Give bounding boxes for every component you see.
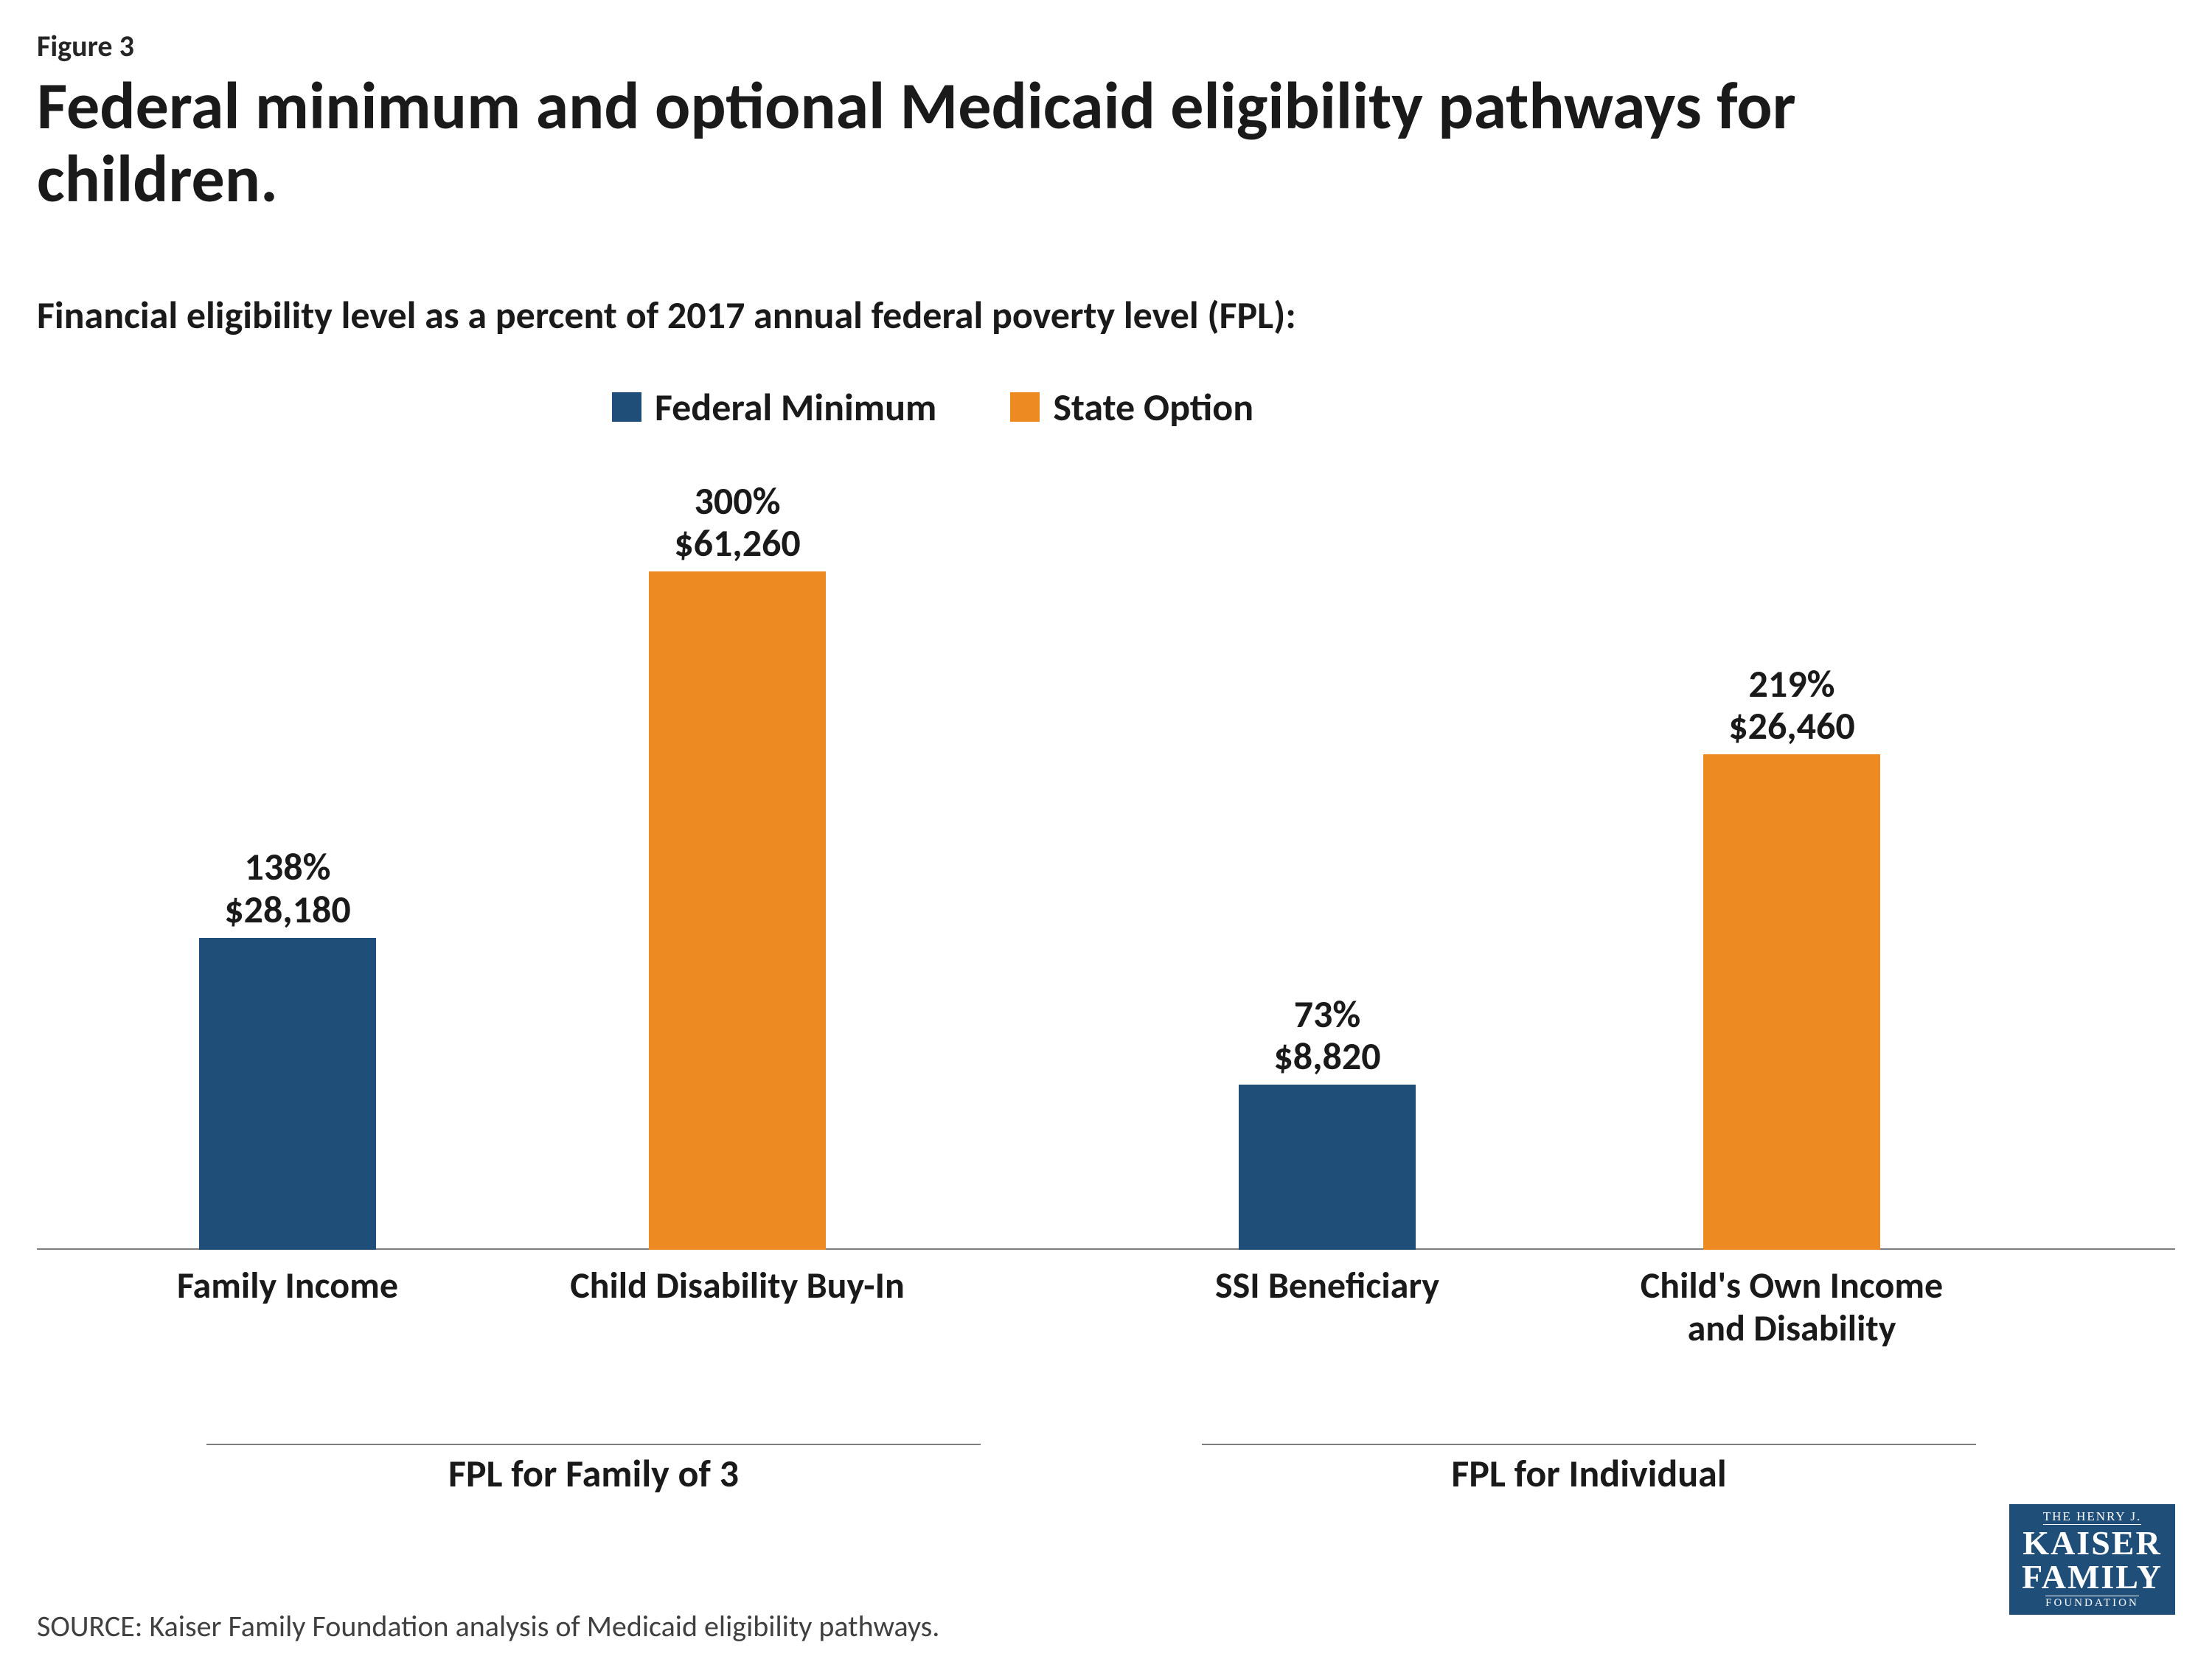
bar: 219%$26,460 [1703, 754, 1880, 1250]
chart-subtitle: Financial eligibility level as a percent… [37, 291, 1296, 338]
group-divider-line [206, 1444, 981, 1445]
bar-category-label: Family Income [177, 1265, 398, 1307]
group-label: FPL for Family of 3 [206, 1450, 981, 1497]
legend-swatch [612, 392, 641, 422]
legend-label: Federal Minimum [655, 383, 936, 431]
bar-category-label: SSI Beneficiary [1215, 1265, 1439, 1307]
logo-text-main: FAMILY [2022, 1560, 2163, 1594]
logo-text-top: THE HENRY J. [2043, 1510, 2141, 1525]
bar-chart: 138%$28,180 Family Income 300%$61,260 Child… [37, 465, 2175, 1349]
bar: 73%$8,820 [1239, 1085, 1416, 1250]
legend-label: State Option [1053, 383, 1253, 431]
bar: 300%$61,260 [649, 571, 826, 1250]
bar-value-label: 300%$61,260 [674, 480, 801, 564]
figure-number: Figure 3 [37, 28, 134, 64]
logo-text-main: KAISER [2023, 1526, 2161, 1560]
kff-logo: THE HENRY J. KAISER FAMILY FOUNDATION [2009, 1504, 2175, 1615]
legend-swatch [1010, 392, 1040, 422]
bar-value-label: 138%$28,180 [224, 846, 351, 930]
source-note: SOURCE: Kaiser Family Foundation analysi… [37, 1608, 939, 1644]
chart-title: Federal minimum and optional Medicaid el… [37, 70, 1954, 216]
logo-text-bottom: FOUNDATION [2045, 1596, 2139, 1609]
group-divider-line [1202, 1444, 1976, 1445]
bar-category-label: Child's Own Incomeand Disability [1641, 1265, 1943, 1349]
bar-category-label: Child Disability Buy-In [570, 1265, 905, 1307]
bar-value-label: 73%$8,820 [1273, 993, 1380, 1077]
group-label: FPL for Individual [1202, 1450, 1976, 1497]
legend: Federal Minimum State Option [612, 383, 1253, 431]
bar-value-label: 219%$26,460 [1728, 663, 1855, 747]
bar: 138%$28,180 [199, 938, 376, 1250]
legend-item: Federal Minimum [612, 383, 936, 431]
legend-item: State Option [1010, 383, 1253, 431]
